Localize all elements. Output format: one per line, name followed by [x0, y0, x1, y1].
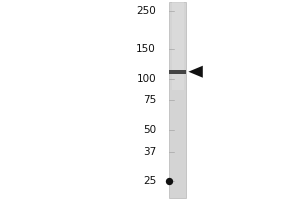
Point [167, 180, 172, 183]
Text: 50: 50 [143, 125, 156, 135]
Text: 25: 25 [143, 176, 156, 186]
Bar [172, 2, 184, 90]
Text: 100: 100 [136, 74, 156, 84]
Bar [169, 70, 186, 74]
Polygon shape [188, 66, 203, 78]
Text: 37: 37 [143, 147, 156, 157]
Text: 150: 150 [136, 44, 156, 54]
Text: 250: 250 [136, 6, 156, 16]
Bar [169, 2, 186, 198]
Text: 75: 75 [143, 95, 156, 105]
